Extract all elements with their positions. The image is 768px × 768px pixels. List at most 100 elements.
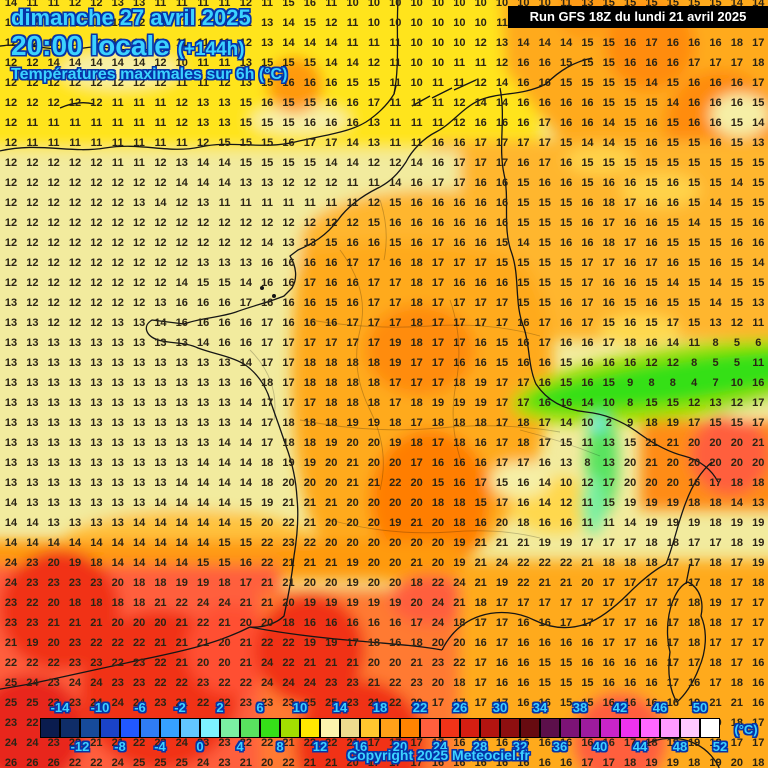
temp-value: 16 bbox=[261, 97, 274, 109]
temp-value: 24 bbox=[261, 677, 274, 689]
temp-value: 21 bbox=[282, 497, 295, 509]
temp-value: 14 bbox=[239, 277, 252, 289]
temp-value: 24 bbox=[218, 597, 231, 609]
temp-value: 13 bbox=[68, 497, 82, 509]
temp-value: 11 bbox=[346, 177, 359, 189]
coastline-borders bbox=[0, 0, 720, 768]
temp-value: 18 bbox=[730, 717, 744, 729]
temp-value: 22 bbox=[26, 597, 39, 609]
temp-value: 12 bbox=[325, 177, 338, 189]
temp-value: 23 bbox=[68, 657, 82, 669]
temp-value: 10 bbox=[346, 0, 359, 9]
temp-value: 4 bbox=[691, 377, 698, 389]
temp-value: 12 bbox=[239, 217, 252, 229]
temp-value: 25 bbox=[4, 697, 18, 709]
temp-value: 12 bbox=[26, 77, 39, 89]
temp-value: 14 bbox=[218, 517, 231, 529]
temp-value: 11 bbox=[581, 517, 594, 529]
temp-value: 18 bbox=[453, 377, 466, 389]
temp-value: 12 bbox=[197, 237, 210, 249]
temp-value: 13 bbox=[47, 337, 60, 349]
temp-value: 16 bbox=[474, 337, 487, 349]
temp-value: 15 bbox=[688, 297, 701, 309]
legend-label: 26 bbox=[452, 700, 468, 715]
temp-value: 16 bbox=[688, 677, 701, 689]
temp-value: 16 bbox=[559, 297, 573, 309]
temp-value: 17 bbox=[367, 337, 381, 349]
temp-value: 13 bbox=[47, 497, 60, 509]
temp-value: 16 bbox=[602, 297, 615, 309]
temp-value: 16 bbox=[602, 277, 615, 289]
temp-value: 11 bbox=[752, 317, 765, 329]
temp-value: 22 bbox=[68, 737, 82, 749]
temp-value: 16 bbox=[517, 657, 530, 669]
legend-label: 16 bbox=[352, 739, 368, 754]
temp-value: 16 bbox=[346, 277, 359, 289]
temp-value: 16 bbox=[645, 337, 658, 349]
temp-value: 13 bbox=[282, 237, 295, 249]
legend-swatch bbox=[700, 718, 720, 738]
temp-value: 22 bbox=[132, 737, 146, 749]
temp-value: 16 bbox=[581, 217, 594, 229]
temp-value: 11 bbox=[410, 117, 423, 129]
temp-value: 23 bbox=[132, 657, 146, 669]
temp-value: 12 bbox=[90, 257, 103, 269]
temp-value: 13 bbox=[26, 457, 39, 469]
legend-label: 50 bbox=[692, 700, 708, 715]
temp-value: 18 bbox=[111, 597, 124, 609]
temp-value: 16 bbox=[474, 117, 487, 129]
temp-value: 21 bbox=[239, 757, 252, 768]
temp-value: 13 bbox=[197, 197, 210, 209]
temp-value: 16 bbox=[666, 177, 679, 189]
temp-value: 12 bbox=[730, 397, 744, 409]
temp-value: 17 bbox=[752, 617, 765, 629]
temp-value: 24 bbox=[68, 677, 82, 689]
temp-value: 20 bbox=[624, 477, 637, 489]
temp-value: 16 bbox=[538, 757, 551, 768]
temp-value: 15 bbox=[517, 217, 530, 229]
temp-value: 16 bbox=[517, 617, 530, 629]
temp-value: 21 bbox=[645, 437, 658, 449]
temp-value: 13 bbox=[709, 317, 722, 329]
temp-value: 16 bbox=[709, 97, 722, 109]
temp-value: 15 bbox=[666, 137, 679, 149]
temp-value: 22 bbox=[517, 577, 530, 589]
temp-value: 20 bbox=[303, 477, 317, 489]
temp-value: 17 bbox=[495, 397, 509, 409]
temp-value: 15 bbox=[645, 177, 658, 189]
temp-value: 12 bbox=[47, 297, 60, 309]
temp-value: 12 bbox=[132, 277, 146, 289]
temp-value: 22 bbox=[559, 557, 573, 569]
temp-value: 19 bbox=[261, 497, 274, 509]
temp-value: 18 bbox=[709, 577, 722, 589]
temp-value: 17 bbox=[474, 317, 487, 329]
temp-value: 19 bbox=[495, 577, 509, 589]
temp-value: 13 bbox=[47, 357, 60, 369]
temp-value: 16 bbox=[645, 57, 658, 69]
temp-value: 12 bbox=[239, 0, 252, 9]
temp-value: 14 bbox=[197, 457, 210, 469]
temp-value: 12 bbox=[26, 57, 39, 69]
temp-value: 11 bbox=[368, 37, 380, 49]
temp-value: 13 bbox=[175, 417, 188, 429]
temp-value: 11 bbox=[175, 17, 188, 29]
temp-value: 22 bbox=[154, 657, 167, 669]
temp-value: 13 bbox=[218, 117, 231, 129]
temp-value: 13 bbox=[132, 377, 146, 389]
temp-value: 17 bbox=[282, 377, 295, 389]
temp-value: 20 bbox=[688, 437, 701, 449]
temp-value: 20 bbox=[453, 637, 466, 649]
temp-value: 17 bbox=[495, 637, 509, 649]
temp-value: 21 bbox=[367, 677, 381, 689]
legend-swatch bbox=[440, 718, 460, 738]
temp-value: 18 bbox=[709, 557, 722, 569]
temp-value: 11 bbox=[111, 157, 124, 169]
temp-value: 16 bbox=[688, 117, 701, 129]
temp-value: 11 bbox=[325, 0, 338, 9]
legend-label: 28 bbox=[472, 739, 488, 754]
temp-value: 17 bbox=[389, 737, 402, 749]
temp-value: 10 bbox=[389, 0, 402, 9]
temp-value: 15 bbox=[559, 57, 573, 69]
temp-value: 19 bbox=[303, 637, 317, 649]
legend-swatch bbox=[520, 718, 540, 738]
